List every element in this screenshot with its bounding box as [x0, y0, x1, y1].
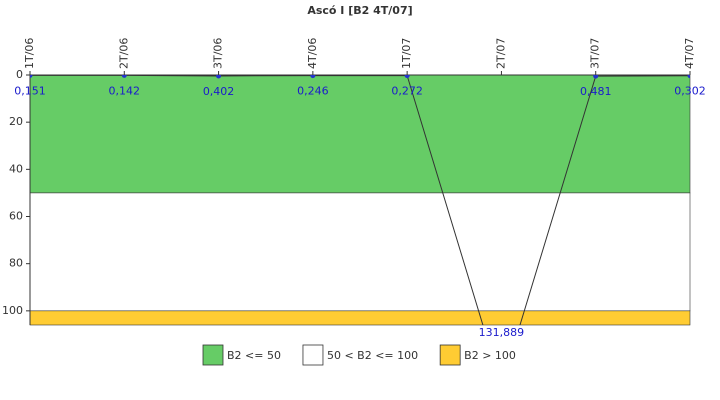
x-tick-label: 3T/07 [589, 38, 602, 69]
legend-swatch [202, 344, 224, 366]
point [310, 75, 316, 79]
band [29, 310, 691, 326]
point [687, 75, 690, 79]
y-tick-label: 60 [9, 210, 23, 223]
point [499, 384, 504, 389]
value-label: 0,272 [391, 85, 423, 98]
band [29, 192, 691, 312]
point [216, 75, 222, 79]
value-label: 0,246 [297, 85, 329, 98]
value-label: 0,402 [203, 85, 235, 98]
x-tick-label: 1T/06 [23, 38, 36, 69]
value-label: 0,151 [14, 84, 46, 97]
legend-swatch [439, 344, 461, 366]
y-tick-label: 0 [16, 68, 23, 81]
point [593, 75, 599, 79]
x-tick-label: 4T/06 [306, 38, 319, 69]
value-label: 0,142 [109, 84, 141, 97]
y-tick-label: 80 [9, 257, 23, 270]
line [30, 75, 690, 325]
point [121, 75, 127, 78]
y-tick-label: 40 [9, 162, 23, 175]
series [30, 75, 690, 389]
legend-label: B2 <= 50 [227, 349, 281, 362]
value-label: 0,481 [580, 85, 612, 98]
chart-title: Ascó I [B2 4T/07] [307, 4, 412, 17]
point [404, 75, 410, 79]
x-tick-label: 3T/06 [212, 38, 225, 69]
point [30, 75, 33, 78]
x-tick-label: 2T/06 [117, 38, 130, 69]
x-tick-label: 2T/07 [494, 38, 507, 69]
x-tick-label: 4T/07 [683, 38, 696, 69]
x-tick-label: 1T/07 [400, 38, 413, 69]
legend-label: 50 < B2 <= 100 [327, 349, 418, 362]
value-label: 131,889 [479, 326, 525, 339]
legend-label: B2 > 100 [464, 349, 516, 362]
value-label: 0,302 [674, 85, 706, 98]
y-tick-label: 20 [9, 115, 23, 128]
band [29, 74, 691, 194]
legend-swatch [302, 344, 324, 366]
y-tick-label: 100 [2, 304, 23, 317]
